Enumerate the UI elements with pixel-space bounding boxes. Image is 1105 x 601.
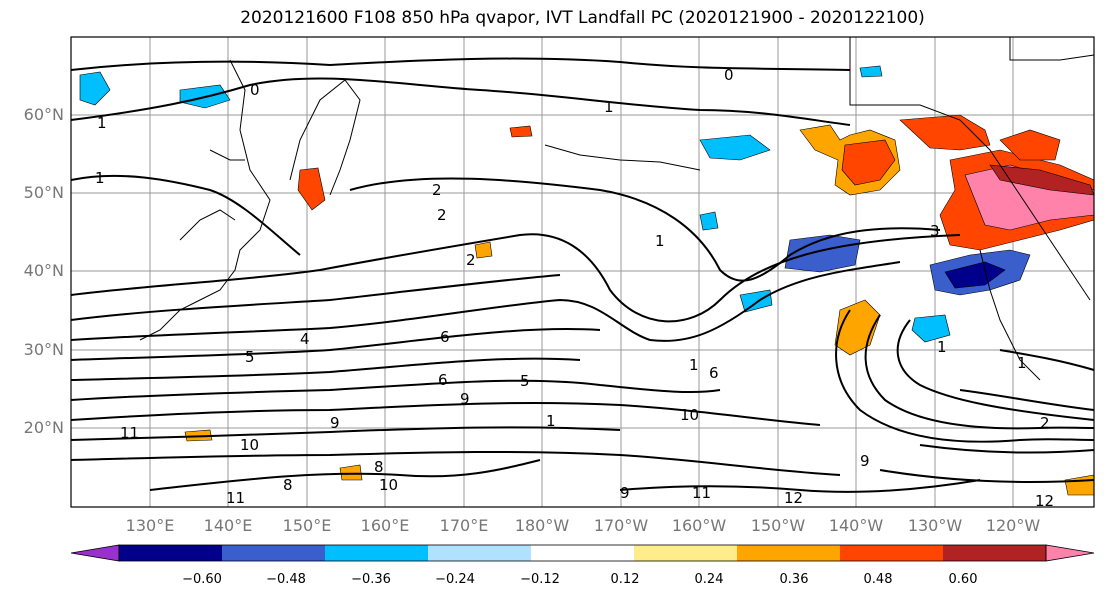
colorbar-extend-low — [70, 544, 120, 562]
contour-label: 10 — [680, 406, 699, 424]
colorbar-segment — [428, 545, 531, 561]
contour-label: 3 — [930, 222, 940, 240]
graticule — [71, 37, 1094, 507]
contour-label: 2 — [466, 251, 476, 269]
colorbar-segment — [222, 545, 325, 561]
contour-label: 1 — [97, 114, 107, 132]
colorbar-segment — [943, 545, 1046, 561]
contour-label: 6 — [440, 328, 450, 346]
colorbar-tick-label: −0.24 — [435, 572, 475, 587]
contour-label: 1 — [546, 412, 556, 430]
colorbar-tick-label: 0.60 — [948, 572, 978, 587]
lat-label-60n: 60°N — [23, 105, 64, 124]
contour-label: 0 — [250, 81, 260, 99]
colorbar-outline — [118, 544, 1047, 562]
colorbar-tick-label: −0.48 — [266, 572, 306, 587]
colorbar-segment — [840, 545, 943, 561]
colorbar — [70, 544, 1095, 562]
lon-label: 140°W — [828, 516, 884, 535]
colorbar-tick-label: 0.24 — [694, 572, 724, 587]
contour-label: 1 — [655, 232, 665, 250]
contour-label: 1 — [1017, 354, 1027, 372]
colorbar-segment — [737, 545, 840, 561]
contour-label: 1 — [689, 356, 699, 374]
contour-lines — [70, 57, 1095, 493]
colorbar-segment — [634, 545, 737, 561]
lat-label-30n: 30°N — [23, 340, 64, 359]
contour-label: 11 — [120, 424, 139, 442]
colorbar-tick-label: −0.12 — [520, 572, 560, 587]
contour-label: 6 — [709, 364, 719, 382]
contour-label: 8 — [283, 476, 293, 494]
contour-label: 10 — [379, 476, 398, 494]
map-border — [70, 36, 1095, 508]
contour-label: 5 — [245, 348, 255, 366]
colorbar-tick-label: 0.12 — [610, 572, 640, 587]
lon-label: 180°W — [514, 516, 570, 535]
contour-label: 5 — [520, 372, 530, 390]
contour-label: 9 — [620, 484, 630, 502]
contour-label: 1 — [604, 98, 614, 116]
colorbar-extend-high — [1045, 544, 1095, 562]
lon-label: 170°W — [593, 516, 649, 535]
lon-label: 130°E — [125, 516, 175, 535]
lat-label-40n: 40°N — [23, 261, 64, 280]
lon-label: 160°W — [671, 516, 727, 535]
contour-label: 9 — [460, 390, 470, 408]
contour-label: 2 — [437, 206, 447, 224]
contour-label: 1 — [937, 338, 947, 356]
contour-label: 11 — [692, 484, 711, 502]
contour-label: 8 — [374, 458, 384, 476]
colorbar-segment — [325, 545, 428, 561]
lon-label: 150°E — [282, 516, 332, 535]
lon-label: 160°E — [360, 516, 410, 535]
contour-label: 2 — [432, 181, 442, 199]
lon-label: 130°W — [907, 516, 963, 535]
contour-label: 6 — [438, 371, 448, 389]
contour-label: 2 — [1040, 414, 1050, 432]
contour-label: 11 — [226, 489, 245, 507]
colorbar-tick-label: 0.36 — [779, 572, 809, 587]
lon-label: 120°W — [985, 516, 1041, 535]
contour-label: 9 — [330, 414, 340, 432]
contour-label: 0 — [724, 66, 734, 84]
lon-label: 170°E — [439, 516, 489, 535]
map-title: 2020121600 F108 850 hPa qvapor, IVT Land… — [240, 8, 925, 28]
contour-label: 10 — [240, 436, 259, 454]
colorbar-tick-label: −0.60 — [182, 572, 222, 587]
colorbar-segment — [119, 545, 222, 561]
contour-label: 1 — [95, 169, 105, 187]
colorbar-tick-label: −0.36 — [351, 572, 391, 587]
colorbar-tick-label: 0.48 — [863, 572, 893, 587]
lon-label: 150°W — [750, 516, 806, 535]
colorbar-segment — [531, 545, 634, 561]
contour-label-group: 0 0 1 1 1 2 2 1 2 3 4 5 6 5 6 9 9 1 1 6 … — [95, 66, 1054, 510]
contour-label: 9 — [860, 452, 870, 470]
lat-label-50n: 50°N — [23, 183, 64, 202]
lat-label-20n: 20°N — [23, 418, 64, 437]
lon-label: 140°E — [203, 516, 253, 535]
contour-label: 4 — [300, 330, 310, 348]
contour-label: 12 — [1035, 492, 1054, 510]
contour-label: 12 — [784, 489, 803, 507]
